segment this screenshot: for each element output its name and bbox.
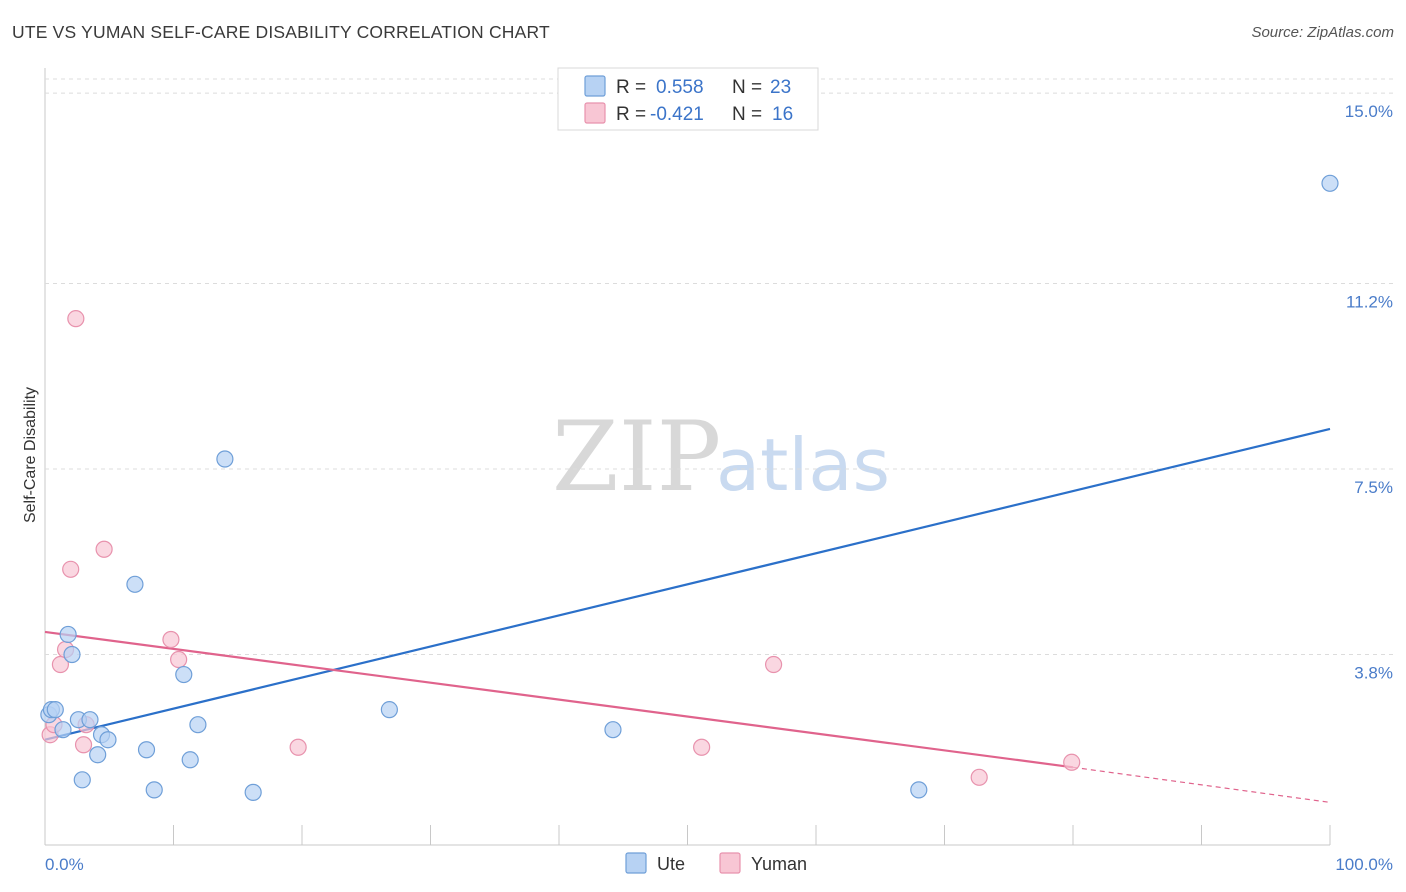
point-ute xyxy=(46,701,64,719)
legend-ute-n-value: 23 xyxy=(770,77,791,98)
trend-line-yuman xyxy=(44,630,1074,769)
y-tick-label: 15.0% xyxy=(1345,102,1393,121)
point-ute xyxy=(1321,174,1339,192)
y-tick-label: 3.8% xyxy=(1354,664,1393,683)
data-points xyxy=(40,174,1339,801)
point-yuman xyxy=(693,738,711,756)
point-yuman xyxy=(970,768,988,786)
trend-line-ute xyxy=(44,427,1331,741)
point-yuman xyxy=(764,655,783,674)
point-ute xyxy=(54,721,72,739)
point-ute xyxy=(910,781,928,799)
y-axis-label: Self-Care Disability xyxy=(22,387,39,523)
legend-yuman-n-value: 16 xyxy=(772,104,793,125)
legend-box: R = 0.558 N = 23 R = -0.421 N = 16 xyxy=(557,67,819,131)
point-yuman xyxy=(95,540,113,558)
point-ute xyxy=(175,665,193,684)
bottom-legend-yuman-swatch xyxy=(719,852,741,874)
point-yuman xyxy=(51,655,70,674)
point-ute xyxy=(216,450,234,468)
point-ute xyxy=(63,645,81,664)
chart-title: UTE VS YUMAN SELF-CARE DISABILITY CORREL… xyxy=(12,22,550,42)
bottom-legend-yuman-label: Yuman xyxy=(751,854,807,874)
bottom-legend-ute-label: Ute xyxy=(657,854,685,874)
point-ute xyxy=(126,575,144,593)
point-ute xyxy=(189,716,207,734)
point-yuman xyxy=(289,738,307,756)
point-ute xyxy=(145,781,163,799)
trend-lines xyxy=(44,427,1331,803)
legend-yuman-swatch xyxy=(584,102,606,124)
point-yuman xyxy=(67,310,85,328)
point-ute xyxy=(59,625,77,644)
legend-ute-n-label: N = xyxy=(732,77,762,98)
point-yuman xyxy=(162,630,180,649)
point-ute xyxy=(604,721,622,739)
point-ute xyxy=(380,701,398,719)
grid-lines xyxy=(45,78,1393,656)
y-tick-label: 11.2% xyxy=(1346,293,1393,312)
x-tick-label-max: 100.0% xyxy=(1335,855,1393,874)
point-ute xyxy=(81,711,99,729)
bottom-legend-ute-swatch xyxy=(625,852,647,874)
legend-yuman-r-value: -0.421 xyxy=(650,104,704,125)
legend-ute-r-label: R = xyxy=(616,77,646,98)
watermark-zip: ZIP xyxy=(552,401,721,513)
point-ute xyxy=(73,771,91,789)
x-tick-label-min: 0.0% xyxy=(45,855,84,874)
legend-yuman-n-label: N = xyxy=(732,104,762,125)
legend-ute-r-value: 0.558 xyxy=(656,77,704,98)
point-ute xyxy=(89,746,107,764)
legend-yuman-r-label: R = xyxy=(616,104,646,125)
point-yuman xyxy=(62,560,80,578)
point-yuman xyxy=(1063,753,1081,771)
point-ute xyxy=(244,783,262,801)
point-ute xyxy=(99,731,117,749)
chart-source: Source: ZipAtlas.com xyxy=(1251,24,1394,41)
y-tick-labels: 3.8% 7.5% 11.2% 15.0% xyxy=(1345,102,1393,682)
point-yuman xyxy=(170,650,188,669)
x-tick-marks xyxy=(173,825,1331,845)
y-tick-label: 7.5% xyxy=(1354,478,1393,497)
point-ute xyxy=(137,741,156,759)
bottom-legend: Ute Yuman xyxy=(625,852,807,874)
watermark-atlas: atlas xyxy=(716,423,890,507)
point-ute xyxy=(181,751,199,769)
point-yuman xyxy=(74,736,93,754)
trend-line-yuman-extension xyxy=(1072,766,1331,803)
legend-ute-swatch xyxy=(584,75,606,97)
